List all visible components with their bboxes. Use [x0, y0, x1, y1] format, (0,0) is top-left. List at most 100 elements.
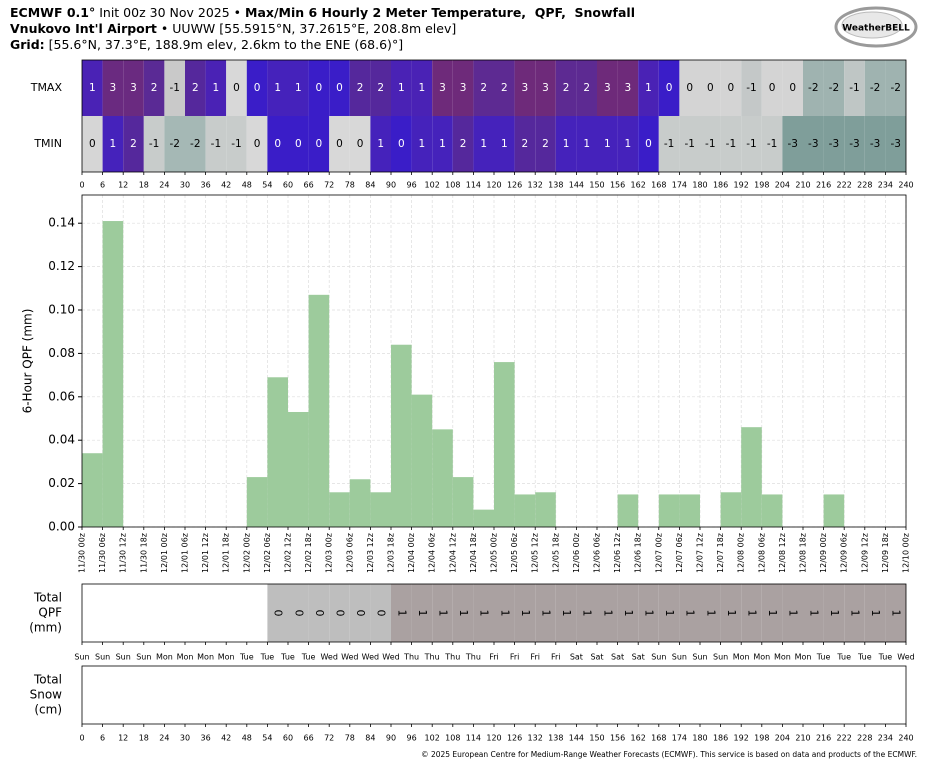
total-box: [885, 584, 906, 642]
heat-cell: [679, 116, 700, 172]
cell-label: 2: [357, 82, 364, 94]
cell-label: -1: [746, 138, 756, 150]
x-tick-label: 102: [425, 181, 440, 190]
x-tick-label: Sat: [611, 653, 624, 662]
heat-cell: [844, 60, 865, 116]
x-tick-label: 12/03 00z: [325, 533, 334, 573]
heat-cell: [658, 60, 680, 116]
y-tick-label: 0.14: [48, 216, 75, 230]
heat-cell: [123, 116, 144, 172]
x-tick-label: 180: [692, 181, 707, 190]
x-tick-label: 12/07 06z: [675, 533, 684, 573]
heat-cell: [597, 60, 618, 116]
x-tick-label: 42: [221, 734, 231, 743]
x-tick-label: 240: [898, 734, 913, 743]
x-tick-label: 12/05 18z: [551, 533, 560, 573]
cell-label: -3: [849, 138, 859, 150]
x-tick-label: 174: [672, 734, 687, 743]
cell-label: 1: [480, 138, 487, 150]
y-tick-label: 0.02: [48, 476, 75, 490]
x-tick-label: 168: [651, 734, 666, 743]
heat-cell: [823, 116, 845, 172]
cell-label: 0: [645, 138, 652, 150]
x-tick-label: 198: [754, 181, 769, 190]
y-axis-label: 6-Hour QPF (mm): [21, 309, 35, 414]
cell-label: 2: [460, 138, 467, 150]
x-tick-label: 168: [651, 181, 666, 190]
x-tick-label: Sat: [632, 653, 645, 662]
heat-cell: [720, 60, 742, 116]
heat-cell: [494, 60, 515, 116]
x-tick-label: 192: [734, 181, 749, 190]
x-tick-label: 192: [734, 734, 749, 743]
x-tick-label: 204: [775, 181, 790, 190]
x-tick-label: 0: [79, 734, 84, 743]
x-tick-label: 12/10 00z: [902, 533, 911, 573]
total-label: 1: [601, 610, 614, 617]
total-box: [473, 584, 494, 642]
total-label: 0: [292, 610, 305, 617]
x-tick-label: Wed: [341, 653, 358, 662]
x-tick-label: 174: [672, 181, 687, 190]
bar: [720, 492, 742, 527]
x-tick-label: 228: [857, 181, 872, 190]
cell-label: -3: [829, 138, 839, 150]
total-box: [700, 584, 721, 642]
heat-cell: [452, 116, 474, 172]
x-tick-label: 72: [324, 181, 334, 190]
heat-cell: [185, 60, 206, 116]
station-info: UUWW [55.5915°N, 37.2615°E, 208.8m elev]: [172, 21, 457, 36]
x-tick-label: 12/09 06z: [840, 533, 849, 573]
x-tick-label: 78: [345, 734, 355, 743]
x-tick-label: 12/09 00z: [819, 533, 828, 573]
station: Vnukovo Int'l Airport: [10, 21, 157, 36]
x-tick-label: 6: [100, 734, 105, 743]
x-tick-label: 12/01 06z: [181, 533, 190, 573]
x-tick-label: Thu: [465, 653, 481, 662]
heat-cell: [411, 116, 433, 172]
cell-label: -1: [211, 138, 221, 150]
heat-cell: [803, 60, 824, 116]
heat-cell: [638, 116, 659, 172]
x-tick-label: 12/03 12z: [366, 533, 375, 573]
x-tick-label: 42: [221, 181, 231, 190]
total-box: [844, 584, 865, 642]
heat-cell: [246, 60, 268, 116]
x-tick-label: Mon: [774, 653, 791, 662]
cell-label: 3: [625, 82, 632, 94]
cell-label: -3: [890, 138, 900, 150]
heat-cell: [432, 116, 453, 172]
total-box: [370, 584, 391, 642]
heat-cell: [782, 60, 803, 116]
x-tick-label: Mon: [753, 653, 770, 662]
heat-cell: [226, 116, 247, 172]
cell-label: 0: [336, 138, 343, 150]
x-tick-label: 54: [262, 734, 272, 743]
panel-frame: [81, 665, 907, 725]
total-label: 0: [272, 610, 285, 617]
heat-cell: [288, 116, 309, 172]
x-tick-label: 234: [878, 734, 893, 743]
x-tick-label: 120: [486, 181, 501, 190]
x-tick-label: 12/06 06z: [593, 533, 602, 573]
x-tick-label: Sat: [570, 653, 583, 662]
heat-cell: [885, 60, 906, 116]
cell-label: 2: [583, 82, 590, 94]
x-tick-label: 11/30 06z: [98, 533, 107, 573]
x-tick-label: 90: [386, 734, 396, 743]
total-box: [638, 584, 659, 642]
y-tick-label: 0.04: [48, 433, 75, 447]
separator: •: [160, 21, 169, 36]
heat-cell: [494, 116, 515, 172]
total-label: 1: [869, 610, 882, 617]
total-box: [803, 584, 824, 642]
x-tick-label: Wed: [320, 653, 337, 662]
cell-label: -1: [849, 82, 859, 94]
x-tick-label: 180: [692, 734, 707, 743]
heat-cell: [164, 60, 185, 116]
heat-cell: [823, 60, 845, 116]
init: Init 00z 30 Nov 2025: [99, 5, 230, 20]
cell-label: 1: [274, 82, 281, 94]
